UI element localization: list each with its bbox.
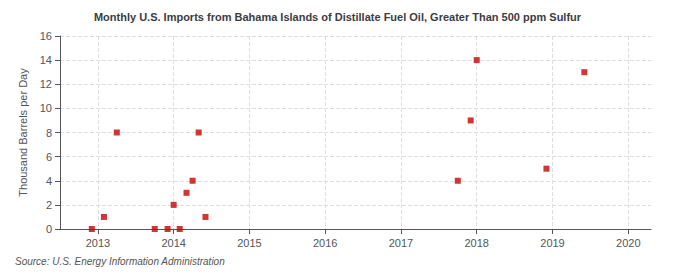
svg-text:2020: 2020 <box>616 237 640 249</box>
svg-text:Monthly U.S. Imports from Baha: Monthly U.S. Imports from Bahama Islands… <box>94 11 582 23</box>
svg-text:8: 8 <box>46 127 52 139</box>
svg-text:10: 10 <box>40 102 52 114</box>
svg-text:2013: 2013 <box>86 237 110 249</box>
svg-text:Source: U.S. Energy Informatio: Source: U.S. Energy Information Administ… <box>15 256 225 267</box>
svg-text:2018: 2018 <box>464 237 488 249</box>
svg-text:14: 14 <box>40 54 52 66</box>
svg-text:12: 12 <box>40 78 52 90</box>
svg-text:2017: 2017 <box>389 237 413 249</box>
svg-text:2016: 2016 <box>313 237 337 249</box>
svg-text:6: 6 <box>46 151 52 163</box>
svg-text:4: 4 <box>46 175 52 187</box>
svg-text:2: 2 <box>46 199 52 211</box>
svg-text:2015: 2015 <box>237 237 261 249</box>
svg-text:2019: 2019 <box>540 237 564 249</box>
svg-text:Thousand Barrels per Day: Thousand Barrels per Day <box>17 68 29 197</box>
svg-text:16: 16 <box>40 30 52 42</box>
svg-text:0: 0 <box>46 223 52 235</box>
svg-text:2014: 2014 <box>161 237 185 249</box>
